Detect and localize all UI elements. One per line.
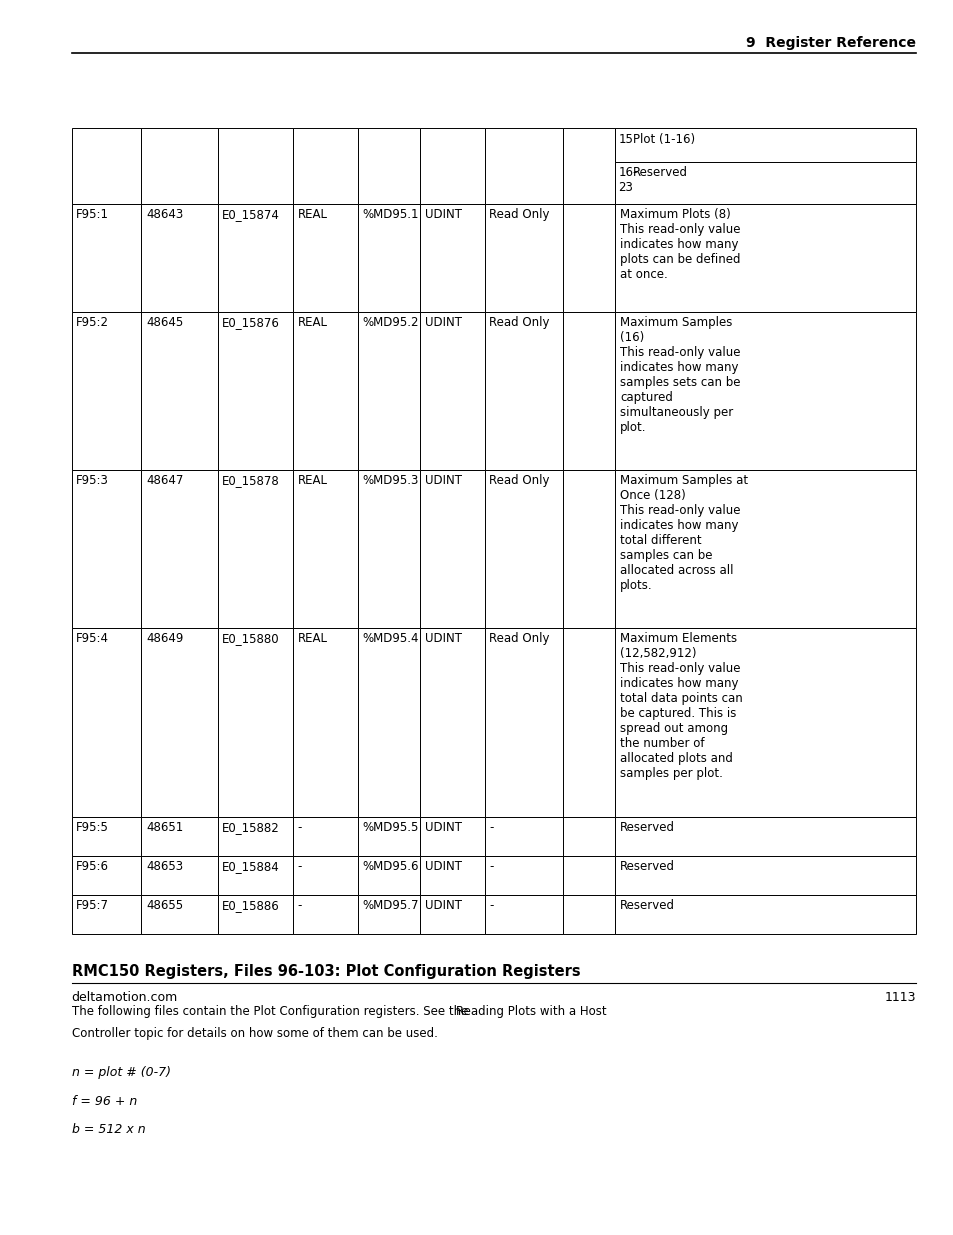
Bar <box>562 894 615 934</box>
Text: UDINT: UDINT <box>424 632 461 645</box>
Bar <box>257 1158 348 1231</box>
Bar <box>562 311 615 469</box>
Text: 48647: 48647 <box>146 474 183 487</box>
Bar <box>615 629 915 818</box>
Text: Reserved: Reserved <box>619 899 675 911</box>
Text: Maximum Samples at
Once (128)
This read-only value
indicates how many
total diff: Maximum Samples at Once (128) This read-… <box>619 474 747 592</box>
Bar <box>217 818 293 856</box>
Bar <box>71 894 141 934</box>
Text: F95:7: F95:7 <box>76 899 110 911</box>
Text: Register Name: Register Name <box>639 1163 737 1176</box>
Bar <box>293 469 357 629</box>
Text: F95:3: F95:3 <box>76 474 109 487</box>
Text: Address: Address <box>419 1207 473 1219</box>
Text: TCP,RTU: TCP,RTU <box>172 1184 226 1198</box>
Text: 15: 15 <box>618 133 633 146</box>
Bar <box>293 629 357 818</box>
Text: REAL: REAL <box>297 316 327 329</box>
Bar <box>419 856 484 894</box>
Text: 48653: 48653 <box>146 860 183 873</box>
Bar <box>419 311 484 469</box>
Bar <box>348 1158 415 1231</box>
Text: -: - <box>297 821 302 834</box>
Text: Internal: Internal <box>419 1163 472 1176</box>
Text: %MD95.6: %MD95.6 <box>362 860 418 873</box>
Text: F95:6: F95:6 <box>76 860 110 873</box>
Bar <box>634 1158 915 1231</box>
Bar <box>562 856 615 894</box>
Text: UDINT: UDINT <box>424 899 461 911</box>
Bar <box>562 469 615 629</box>
Bar <box>562 204 615 311</box>
Bar <box>217 127 293 204</box>
Text: RMC150 Registers, Files 96-103: Plot Configuration Registers: RMC150 Registers, Files 96-103: Plot Con… <box>71 965 579 979</box>
Text: 48645: 48645 <box>146 316 183 329</box>
Text: %MD95.1: %MD95.1 <box>362 209 418 221</box>
Bar <box>419 818 484 856</box>
Text: E0_15882: E0_15882 <box>222 821 280 834</box>
Bar <box>572 1158 634 1231</box>
Text: f = 96 + n: f = 96 + n <box>71 1095 136 1108</box>
Text: Address: Address <box>172 1207 225 1219</box>
Bar <box>141 311 217 469</box>
Bar <box>357 469 419 629</box>
Bar <box>293 127 357 204</box>
Text: Plot (1-16): Plot (1-16) <box>632 133 694 146</box>
Text: AB: AB <box>76 1163 94 1176</box>
Bar <box>615 204 915 311</box>
Text: Modbus: Modbus <box>172 1163 223 1176</box>
Bar <box>217 894 293 934</box>
Bar <box>71 1158 167 1231</box>
Bar <box>167 1158 257 1231</box>
Bar <box>615 856 915 894</box>
Text: Access: Access <box>577 1163 621 1176</box>
Bar <box>419 127 484 204</box>
Bar <box>293 311 357 469</box>
Text: REAL: REAL <box>297 474 327 487</box>
Bar <box>71 856 141 894</box>
Text: E0_15876: E0_15876 <box>222 316 280 329</box>
Text: Data: Data <box>353 1184 384 1198</box>
Bar <box>562 818 615 856</box>
Text: Controller topic for details on how some of them can be used.: Controller topic for details on how some… <box>71 1028 437 1040</box>
Text: Reserved: Reserved <box>619 821 675 834</box>
Bar <box>615 311 915 469</box>
Bar <box>615 818 915 856</box>
Text: E0_15884: E0_15884 <box>222 860 280 873</box>
Text: 48643: 48643 <box>146 209 183 221</box>
Text: Reading Plots with a Host: Reading Plots with a Host <box>455 1005 605 1018</box>
Bar <box>615 162 915 204</box>
Text: 1113: 1113 <box>883 990 915 1004</box>
Text: E0_15878: E0_15878 <box>222 474 280 487</box>
Text: Data: Data <box>496 1184 527 1198</box>
Bar <box>71 818 141 856</box>
Bar <box>141 856 217 894</box>
Text: Read Only: Read Only <box>489 209 549 221</box>
Text: UDINT: UDINT <box>424 209 461 221</box>
Text: F95:1: F95:1 <box>76 209 110 221</box>
Bar <box>484 311 562 469</box>
Bar <box>141 469 217 629</box>
Bar <box>484 856 562 894</box>
Bar <box>141 894 217 934</box>
Text: 48655: 48655 <box>146 899 183 911</box>
Text: Reserved: Reserved <box>619 860 675 873</box>
Bar <box>71 204 141 311</box>
Text: F95:4: F95:4 <box>76 632 110 645</box>
Text: UDINT: UDINT <box>424 821 461 834</box>
Bar <box>419 469 484 629</box>
Bar <box>293 856 357 894</box>
Text: %MD95.5: %MD95.5 <box>362 821 418 834</box>
Text: Internal: Internal <box>496 1163 548 1176</box>
Bar <box>484 894 562 934</box>
Bar <box>419 894 484 934</box>
Bar <box>71 629 141 818</box>
Text: E0_15886: E0_15886 <box>222 899 280 911</box>
Bar <box>217 856 293 894</box>
Text: Reserved: Reserved <box>632 167 687 179</box>
Bar <box>71 127 141 204</box>
Bar <box>141 818 217 856</box>
Bar <box>217 629 293 818</box>
Bar <box>293 818 357 856</box>
Bar <box>71 469 141 629</box>
